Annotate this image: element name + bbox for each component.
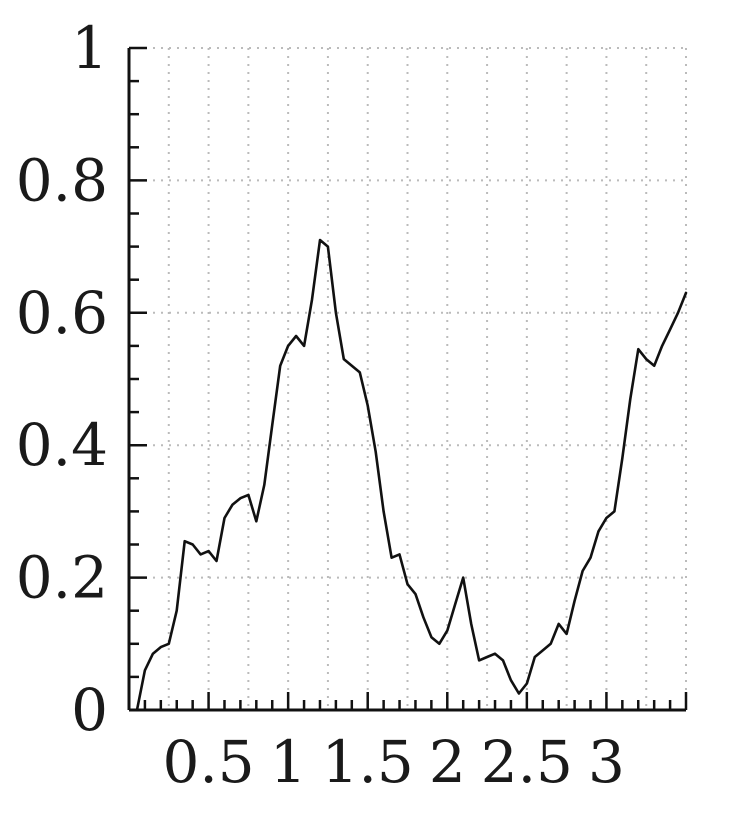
x-tick-label: 0.5: [162, 728, 254, 796]
x-tick-label: 3: [588, 728, 625, 796]
x-tick-label: 1.5: [322, 728, 414, 796]
y-tick-label: 0.8: [16, 146, 108, 214]
y-tick-label: 0.6: [16, 279, 108, 347]
tick-marks: [129, 46, 688, 712]
series-line: [135, 238, 688, 712]
y-tick-label: 0.4: [16, 411, 108, 479]
y-tick-label: 0: [71, 676, 108, 744]
x-tick-label: 2.5: [481, 728, 573, 796]
y-tick-label: 0.2: [16, 544, 108, 612]
y-tick-labels: 0 0.2 0.4 0.6 0.8 1: [16, 14, 108, 744]
x-tick-label: 1: [270, 728, 307, 796]
axes: [127, 48, 686, 712]
x-tick-labels: 0.5 1 1.5 2 2.5 3: [162, 728, 624, 796]
y-tick-label: 1: [71, 14, 108, 82]
x-tick-label: 2: [429, 728, 466, 796]
grid-lines: [129, 47, 687, 710]
